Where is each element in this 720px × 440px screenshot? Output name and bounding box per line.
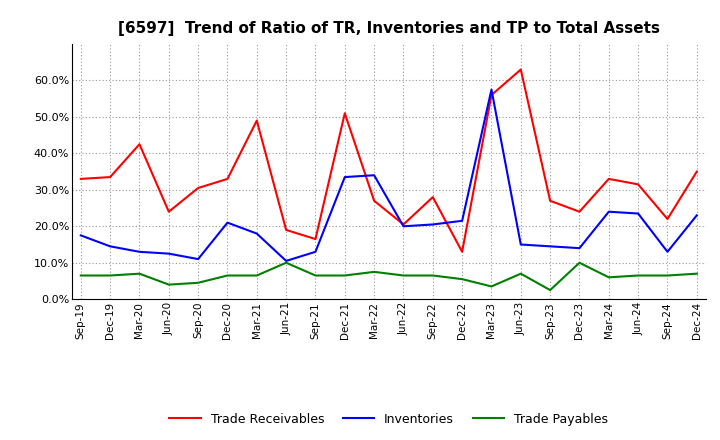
Trade Receivables — [76, 176, 85, 182]
Trade Payables — [341, 273, 349, 278]
Trade Receivables — [634, 182, 642, 187]
Inventories — [370, 172, 379, 178]
Inventories — [341, 174, 349, 180]
Trade Receivables — [487, 92, 496, 98]
Trade Payables — [546, 287, 554, 293]
Trade Payables — [634, 273, 642, 278]
Trade Payables — [399, 273, 408, 278]
Inventories — [605, 209, 613, 214]
Legend: Trade Receivables, Inventories, Trade Payables: Trade Receivables, Inventories, Trade Pa… — [169, 413, 608, 425]
Line: Trade Receivables: Trade Receivables — [81, 70, 697, 252]
Trade Payables — [164, 282, 173, 287]
Trade Payables — [605, 275, 613, 280]
Inventories — [135, 249, 144, 254]
Trade Receivables — [282, 227, 290, 233]
Inventories — [223, 220, 232, 225]
Line: Inventories: Inventories — [81, 90, 697, 261]
Trade Receivables — [399, 222, 408, 227]
Trade Payables — [282, 260, 290, 265]
Trade Receivables — [516, 67, 525, 72]
Trade Receivables — [253, 118, 261, 123]
Trade Payables — [663, 273, 672, 278]
Trade Payables — [516, 271, 525, 276]
Trade Payables — [575, 260, 584, 265]
Trade Payables — [76, 273, 85, 278]
Inventories — [634, 211, 642, 216]
Inventories — [311, 249, 320, 254]
Trade Receivables — [575, 209, 584, 214]
Trade Receivables — [458, 249, 467, 254]
Trade Receivables — [106, 174, 114, 180]
Trade Payables — [487, 284, 496, 289]
Inventories — [693, 213, 701, 218]
Trade Receivables — [605, 176, 613, 182]
Inventories — [164, 251, 173, 256]
Trade Payables — [253, 273, 261, 278]
Trade Payables — [458, 276, 467, 282]
Trade Receivables — [223, 176, 232, 182]
Trade Receivables — [164, 209, 173, 214]
Inventories — [458, 218, 467, 224]
Trade Payables — [370, 269, 379, 275]
Trade Receivables — [194, 185, 202, 191]
Inventories — [76, 233, 85, 238]
Inventories — [546, 244, 554, 249]
Trade Payables — [106, 273, 114, 278]
Inventories — [516, 242, 525, 247]
Trade Payables — [693, 271, 701, 276]
Inventories — [253, 231, 261, 236]
Inventories — [575, 246, 584, 251]
Inventories — [487, 87, 496, 92]
Trade Receivables — [546, 198, 554, 203]
Inventories — [663, 249, 672, 254]
Trade Receivables — [311, 236, 320, 242]
Trade Receivables — [428, 194, 437, 200]
Inventories — [282, 258, 290, 264]
Trade Payables — [194, 280, 202, 286]
Trade Payables — [223, 273, 232, 278]
Trade Receivables — [341, 110, 349, 116]
Trade Receivables — [370, 198, 379, 203]
Inventories — [428, 222, 437, 227]
Trade Receivables — [693, 169, 701, 174]
Line: Trade Payables: Trade Payables — [81, 263, 697, 290]
Inventories — [194, 257, 202, 262]
Inventories — [399, 224, 408, 229]
Trade Payables — [311, 273, 320, 278]
Inventories — [106, 244, 114, 249]
Title: [6597]  Trend of Ratio of TR, Inventories and TP to Total Assets: [6597] Trend of Ratio of TR, Inventories… — [118, 21, 660, 36]
Trade Receivables — [663, 216, 672, 222]
Trade Payables — [135, 271, 144, 276]
Trade Payables — [428, 273, 437, 278]
Trade Receivables — [135, 142, 144, 147]
